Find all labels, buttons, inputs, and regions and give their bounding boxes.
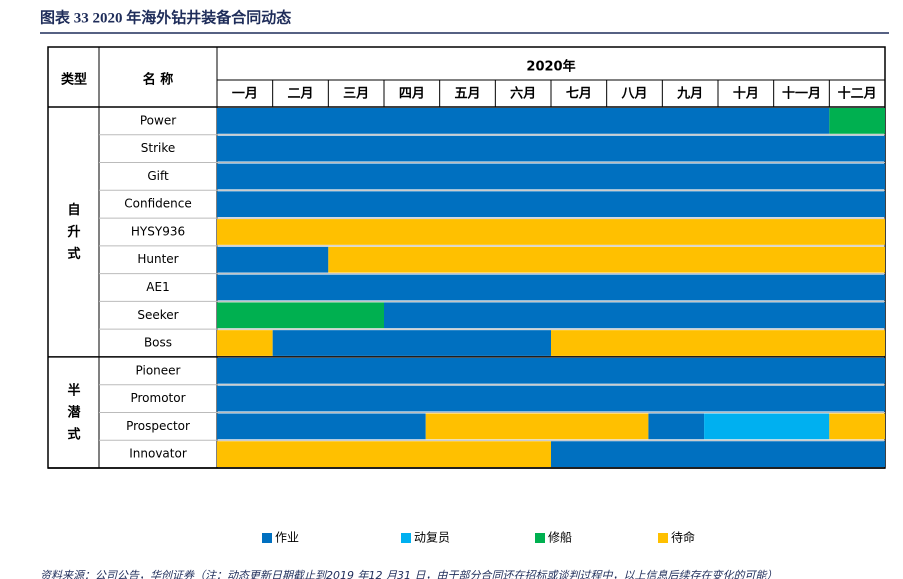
segment [217, 163, 885, 190]
legend-label: 待命 [671, 530, 695, 545]
segment [829, 108, 885, 134]
month-label: 八月 [620, 87, 647, 102]
segment [384, 302, 885, 329]
row-name: Prospector [126, 419, 190, 433]
group-label: 半潜式 [67, 382, 81, 442]
segment [217, 108, 830, 134]
month-label: 十一月 [782, 86, 821, 102]
segment [217, 246, 329, 273]
segment [425, 413, 649, 440]
row-name: Strike [141, 141, 176, 155]
row-name: Innovator [129, 447, 187, 461]
month-label: 一月 [232, 87, 258, 102]
name-header: 名 称 [143, 72, 174, 88]
segment [704, 413, 830, 440]
segment [217, 385, 885, 412]
legend-swatch [262, 533, 272, 543]
segment [217, 135, 885, 162]
row-name: Hunter [137, 252, 178, 266]
legend-swatch [401, 533, 411, 543]
month-label: 四月 [399, 87, 425, 102]
month-label: 十二月 [838, 86, 877, 102]
type-header: 类型 [61, 72, 87, 88]
group-label: 自升式 [67, 201, 80, 261]
segment [551, 441, 885, 467]
row-name: Confidence [124, 197, 191, 211]
row-name: Pioneer [136, 363, 181, 377]
segment [217, 357, 885, 384]
year-header: 2020年 [526, 59, 575, 75]
month-label: 六月 [510, 86, 536, 102]
legend-swatch [658, 533, 668, 543]
segment [829, 413, 885, 440]
row-name: HYSY936 [131, 224, 185, 238]
row-name: Promotor [130, 391, 185, 405]
segment [272, 330, 551, 356]
row-name: Seeker [137, 308, 178, 322]
legend-swatch [535, 533, 545, 543]
month-label: 五月 [454, 87, 480, 102]
title: 图表 33 2020 年海外钻井装备合同动态 [40, 8, 291, 26]
legend-label: 动复员 [414, 531, 450, 545]
legend-label: 修船 [548, 530, 572, 545]
segment [648, 413, 705, 440]
segment [217, 302, 384, 329]
segment [328, 246, 885, 273]
row-name: Gift [147, 169, 169, 183]
row-name: AE1 [146, 280, 169, 294]
segment [217, 330, 273, 356]
month-label: 七月 [566, 87, 592, 102]
segment [217, 191, 885, 218]
segment [217, 441, 551, 467]
segment [217, 413, 426, 440]
month-label: 十月 [733, 86, 759, 102]
month-label: 三月 [343, 87, 369, 102]
month-label: 九月 [676, 87, 703, 102]
month-label: 二月 [287, 87, 313, 102]
row-name: Boss [144, 336, 172, 350]
segment [217, 274, 885, 301]
segment [217, 219, 885, 245]
legend-label: 作业 [275, 531, 299, 545]
segment [551, 330, 885, 356]
row-name: Power [140, 113, 176, 127]
source-note: 资料来源：公司公告，华创证券（注：动态更新日期截止到2019 年12 月31 日… [40, 569, 777, 579]
